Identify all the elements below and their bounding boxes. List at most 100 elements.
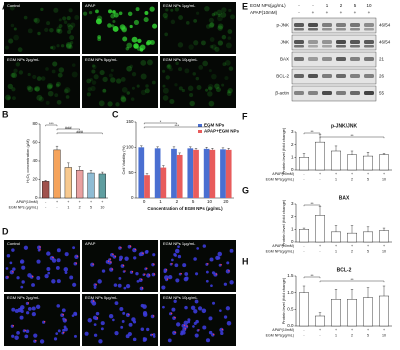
- cell: [145, 84, 149, 88]
- blot-band: [294, 45, 304, 48]
- nucleus: [27, 307, 32, 311]
- nucleus: [27, 273, 32, 278]
- panel-letter: H: [242, 256, 249, 266]
- blot-condition-name: APAP(10mM): [250, 10, 278, 15]
- cell: [196, 85, 202, 90]
- nucleus: [194, 272, 199, 276]
- ros-dot: [120, 246, 122, 249]
- legend-label: APAP+EGM NPs: [204, 129, 240, 134]
- ros-dot: [183, 324, 186, 327]
- cell: [102, 76, 108, 83]
- blot-band: [364, 23, 374, 27]
- nucleus: [11, 248, 15, 252]
- condition-value: +: [79, 200, 81, 204]
- cell: [47, 90, 54, 97]
- nucleus: [128, 322, 133, 327]
- cell: [57, 28, 63, 34]
- cell: [131, 72, 137, 77]
- ros-dot: [131, 271, 134, 273]
- nucleus: [202, 325, 207, 330]
- cell: [49, 27, 54, 33]
- condition-value: 10: [100, 205, 104, 209]
- blot-band: [294, 91, 304, 95]
- cell: [44, 27, 49, 33]
- cell: [162, 84, 166, 88]
- cell: [227, 36, 232, 40]
- nucleus: [193, 309, 198, 314]
- condition-value: +: [67, 200, 69, 204]
- nucleus: [87, 318, 93, 323]
- bar: [315, 215, 326, 243]
- significance-label: *: [160, 119, 162, 124]
- error-bar: [350, 289, 354, 300]
- cell: [64, 87, 71, 94]
- ros-dot: [186, 325, 188, 327]
- nucleus: [220, 331, 224, 336]
- nucleus: [51, 279, 56, 284]
- nucleus: [140, 327, 145, 331]
- nucleus: [132, 337, 137, 342]
- nucleus: [118, 277, 122, 280]
- nucleus: [168, 274, 173, 280]
- cell: [118, 11, 123, 16]
- significance-label: ###: [76, 129, 83, 134]
- blot-condition: -: [312, 3, 314, 8]
- condition-value: -: [303, 249, 305, 253]
- nucleus: [174, 263, 179, 268]
- cell: [209, 22, 215, 28]
- cell: [51, 45, 56, 51]
- y-axis-label: Protein level (fold change): [281, 199, 286, 246]
- nucleus: [20, 259, 25, 264]
- micrograph-label: EGM NPs 2μg/mL: [7, 57, 40, 62]
- nucleus: [63, 267, 69, 272]
- bar: [209, 149, 216, 198]
- blot-band: [336, 91, 346, 95]
- nucleus: [229, 248, 234, 253]
- nucleus: [113, 283, 118, 287]
- error-bar: [145, 173, 149, 176]
- cell: [27, 86, 34, 93]
- condition-value: +: [351, 328, 353, 332]
- cell: [162, 69, 166, 73]
- y-tick-label: 1.0: [287, 290, 294, 295]
- cell: [129, 24, 133, 29]
- condition-value: 1: [335, 333, 337, 337]
- nucleus: [93, 286, 97, 289]
- significance-bracket: [56, 128, 80, 131]
- nucleus: [93, 323, 97, 326]
- blot-label: JNK: [280, 40, 289, 45]
- blot-size: 46/54: [379, 23, 391, 28]
- error-bar: [227, 148, 230, 150]
- cell: [58, 18, 62, 22]
- cell: [11, 87, 16, 92]
- blot-label: BCL-2: [276, 74, 289, 79]
- cell: [175, 61, 179, 66]
- cell: [10, 72, 16, 78]
- cell: [193, 40, 199, 46]
- cell: [211, 44, 217, 50]
- blot-band: [308, 74, 318, 78]
- cell: [91, 69, 96, 74]
- cell: [224, 76, 229, 81]
- condition-value: 10: [382, 249, 386, 253]
- ros-dot: [7, 276, 9, 278]
- cell: [119, 24, 126, 30]
- condition-name: EGM NPs(μg/mL): [266, 333, 294, 337]
- cell: [60, 44, 65, 48]
- cell: [40, 7, 44, 12]
- blot-band: [350, 74, 360, 78]
- nucleus: [177, 245, 180, 249]
- cell: [149, 6, 155, 12]
- bar: [331, 299, 342, 327]
- x-tick-label: 10: [207, 199, 213, 204]
- blot-band: [308, 40, 318, 44]
- cell: [215, 87, 221, 93]
- blot-strip: [291, 51, 377, 68]
- cell: [69, 41, 74, 45]
- cell: [27, 28, 33, 34]
- ros-dot: [128, 313, 130, 316]
- ros-dot: [124, 270, 126, 272]
- x-tick-label: 5: [192, 199, 195, 204]
- cell: [7, 96, 11, 100]
- condition-name: APAP(10mM): [272, 244, 294, 248]
